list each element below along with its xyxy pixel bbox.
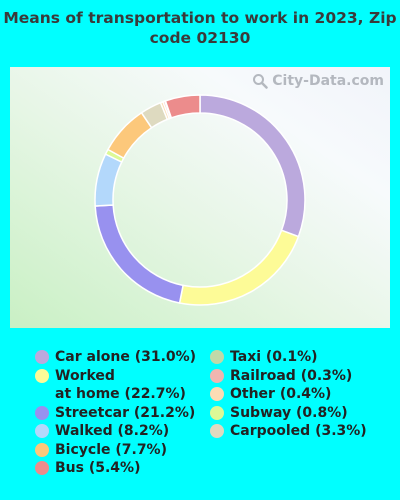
plot-area: City-Data.com xyxy=(10,67,390,328)
legend-swatch xyxy=(210,405,224,420)
legend-item: Taxi (0.1%) xyxy=(210,348,367,367)
legend-swatch xyxy=(210,350,224,364)
legend-item: Bus (5.4%) xyxy=(35,459,196,478)
legend-item: Other (0.4%) xyxy=(210,385,367,404)
legend-item: Walked (8.2%) xyxy=(35,422,196,441)
donut-slice xyxy=(164,94,201,119)
legend-swatch xyxy=(35,442,49,457)
chart-title: Means of transportation to work in 2023,… xyxy=(3,9,397,47)
donut-slice xyxy=(106,111,153,160)
legend-item: Subway (0.8%) xyxy=(210,404,367,423)
legend-swatch xyxy=(35,405,49,420)
donut-slice xyxy=(94,204,184,304)
legend-item: Worked at home (22.7%) xyxy=(35,367,196,404)
legend-label: Other (0.4%) xyxy=(230,386,332,402)
legend-column-2: Taxi (0.1%) Railroad (0.3%) Other (0.4%) Su… xyxy=(210,348,367,441)
legend-swatch xyxy=(210,368,224,383)
legend-label: Car alone (31.0%) xyxy=(55,349,197,365)
donut-slice xyxy=(94,153,123,207)
legend-label: Walked (8.2%) xyxy=(55,423,170,439)
legend-label: Streetcar (21.2%) xyxy=(55,404,196,421)
legend-item: Bicycle (7.7%) xyxy=(35,441,196,460)
legend-label: Carpooled (3.3%) xyxy=(230,423,367,439)
legend-label: Bicycle (7.7%) xyxy=(55,441,167,458)
donut-slice xyxy=(199,94,306,238)
legend-label: Railroad (0.3%) xyxy=(230,367,353,384)
legend-swatch xyxy=(35,368,49,383)
legend-label: Subway (0.8%) xyxy=(230,404,348,421)
legend-item: Streetcar (21.2%) xyxy=(35,404,196,423)
donut-slice xyxy=(178,229,300,306)
donut-chart xyxy=(94,94,306,306)
legend-label: Taxi (0.1%) xyxy=(230,349,318,365)
legend-swatch xyxy=(210,424,224,438)
legend-swatch xyxy=(35,424,49,438)
legend-column-1: Car alone (31.0%) Worked at home (22.7%) S… xyxy=(35,348,196,478)
watermark-text: City-Data.com xyxy=(272,73,384,89)
watermark: City-Data.com xyxy=(252,71,384,91)
legend-label: Worked at home (22.7%) xyxy=(55,367,186,403)
legend-swatch xyxy=(210,387,224,401)
legend-item: Carpooled (3.3%) xyxy=(210,422,367,441)
legend-swatch xyxy=(35,461,49,475)
legend-item: Railroad (0.3%) xyxy=(210,367,367,386)
legend-swatch xyxy=(35,350,49,364)
magnifier-icon xyxy=(253,74,269,89)
legend-label: Bus (5.4%) xyxy=(55,460,141,476)
legend-item: Car alone (31.0%) xyxy=(35,348,196,367)
